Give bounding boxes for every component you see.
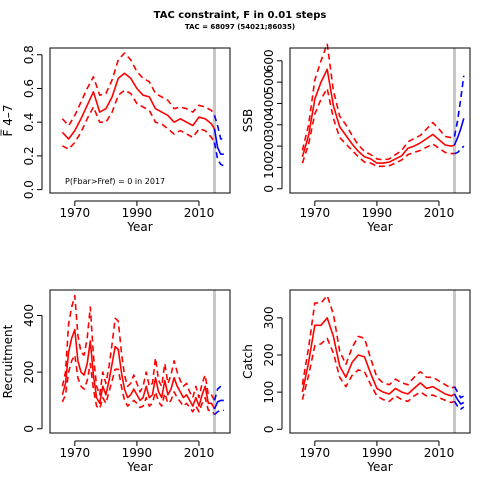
figure-title: TAC constraint, F in 0.01 steps xyxy=(153,10,327,21)
x-tick-label: 1970 xyxy=(300,206,331,220)
y-tick-label: 200 xyxy=(262,135,276,158)
y-axis-title: F̅ 4–7 xyxy=(0,105,15,137)
x-tick-label: 1990 xyxy=(362,206,393,220)
y-tick-label: 200 xyxy=(22,361,36,384)
probability-annotation: P(Fbar>Fref) = 0 in 2017 xyxy=(65,177,165,186)
y-tick-label: 0 xyxy=(262,425,276,433)
series-upper xyxy=(61,294,216,401)
series-forecast-lower xyxy=(213,409,224,416)
y-tick-label: 0.2 xyxy=(22,146,36,165)
plot-frame xyxy=(289,289,471,434)
y-axis-title: SSB xyxy=(241,109,255,132)
x-tick-label: 1970 xyxy=(60,206,91,220)
panel-catch: 1970 1990 2010 0 100 200 300 Year Catch xyxy=(241,289,471,474)
series-forecast xyxy=(453,393,465,405)
series-upper xyxy=(301,294,455,390)
series-forecast-upper xyxy=(213,115,224,140)
y-tick-label: 100 xyxy=(262,381,276,404)
series-upper xyxy=(301,42,455,161)
y-tick-label: 300 xyxy=(262,113,276,136)
panel-recruitment: 1970 1990 2010 0 200 400 Year Recruitment xyxy=(1,289,231,474)
series-forecast xyxy=(213,399,224,410)
x-axis-title: Year xyxy=(366,460,392,474)
series-estimate xyxy=(61,328,216,410)
series-estimate xyxy=(301,68,455,164)
series-forecast xyxy=(453,118,465,146)
y-tick-label: 500 xyxy=(262,71,276,94)
figure-subtitle: TAC = 68097 (54021;86035) xyxy=(184,23,296,31)
series-forecast-lower xyxy=(213,142,225,167)
x-tick-label: 1990 xyxy=(122,446,153,460)
y-tick-label: 0.4 xyxy=(22,113,36,132)
plot-frame xyxy=(49,289,231,434)
series-lower xyxy=(301,87,455,168)
plot-frame xyxy=(49,47,231,194)
series-upper xyxy=(61,52,216,127)
y-tick-label: 300 xyxy=(262,306,276,329)
y-tick-label: 0 xyxy=(262,185,276,193)
x-tick-label: 2010 xyxy=(184,206,215,220)
series-estimate xyxy=(61,72,216,140)
y-axis-title: Recruitment xyxy=(1,324,15,398)
x-tick-label: 1970 xyxy=(60,446,91,460)
y-tick-label: 100 xyxy=(262,156,276,179)
panel-f: 1970 1990 2010 0.0 0.2 0.4 0.6 0.8 Year F̅ 4–7 P(F… xyxy=(0,45,231,234)
y-tick-label: 400 xyxy=(262,92,276,115)
series-forecast-lower xyxy=(453,400,465,411)
y-axis-title: Catch xyxy=(241,344,255,379)
y-tick-label: 0.6 xyxy=(22,79,36,98)
series-lower xyxy=(301,337,455,404)
y-tick-label: 0.0 xyxy=(22,180,36,199)
series-estimate xyxy=(301,317,455,397)
y-tick-label: 600 xyxy=(262,49,276,72)
series-forecast-lower xyxy=(454,145,465,155)
y-tick-label: 400 xyxy=(22,304,36,327)
y-tick-label: 0.8 xyxy=(22,45,36,64)
series-forecast xyxy=(213,128,224,155)
series-forecast-upper xyxy=(453,386,465,399)
y-tick-label: 200 xyxy=(262,344,276,367)
plot-frame xyxy=(289,47,471,194)
x-tick-label: 2010 xyxy=(424,446,455,460)
x-tick-label: 1990 xyxy=(362,446,393,460)
x-tick-label: 2010 xyxy=(184,446,215,460)
x-axis-title: Year xyxy=(366,220,392,234)
x-tick-label: 1990 xyxy=(122,206,153,220)
x-tick-label: 1970 xyxy=(300,446,331,460)
x-axis-title: Year xyxy=(126,220,152,234)
x-tick-label: 2010 xyxy=(424,206,455,220)
x-axis-title: Year xyxy=(126,460,152,474)
y-tick-label: 0 xyxy=(22,425,36,433)
series-forecast-upper xyxy=(213,384,225,401)
series-lower xyxy=(62,89,216,150)
